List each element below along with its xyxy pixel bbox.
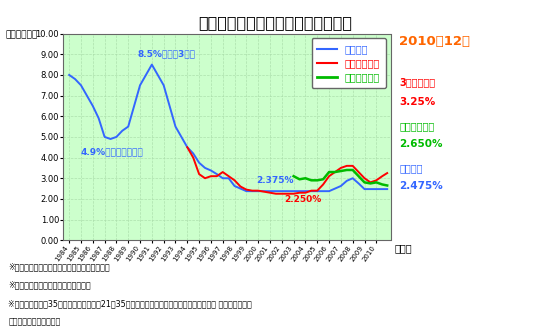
Text: 4.9%（昭和６２年）: 4.9%（昭和６２年）: [81, 147, 144, 156]
Text: 2.650%: 2.650%: [399, 139, 443, 150]
Text: ※主要都市銀行における金利を掲載。: ※主要都市銀行における金利を掲載。: [8, 281, 91, 290]
Legend: 変動金利, ３年固定金利, フラット３５: 変動金利, ３年固定金利, フラット３５: [311, 38, 386, 88]
Text: （年）: （年）: [395, 244, 412, 254]
Text: 2.475%: 2.475%: [399, 181, 443, 192]
Text: 8.5%（平成3年）: 8.5%（平成3年）: [138, 49, 196, 58]
Text: ※住宅金融支援機構公表のデータを元に編集。: ※住宅金融支援機構公表のデータを元に編集。: [8, 262, 110, 271]
Text: 民間金融機関の住宅ローン金利推移: 民間金融機関の住宅ローン金利推移: [198, 15, 352, 30]
Text: 変動金利: 変動金利: [399, 163, 423, 173]
Text: 2.250%: 2.250%: [284, 195, 321, 204]
Text: 3.25%: 3.25%: [399, 97, 436, 108]
Text: 2010年12月: 2010年12月: [399, 35, 470, 48]
Text: 2.375%: 2.375%: [256, 176, 293, 185]
Text: フラット３５: フラット３５: [399, 121, 435, 131]
Text: ※最新のフラット35の金利は、返済期間21～35年タイプの金利の内、取り扱い金融機関が 提供する金利で: ※最新のフラット35の金利は、返済期間21～35年タイプの金利の内、取り扱い金融…: [8, 299, 252, 308]
Text: 最も多いものを表示。: 最も多いものを表示。: [8, 318, 60, 327]
Text: 3年固定金利: 3年固定金利: [399, 77, 436, 87]
Text: （年率・％）: （年率・％）: [6, 30, 38, 39]
